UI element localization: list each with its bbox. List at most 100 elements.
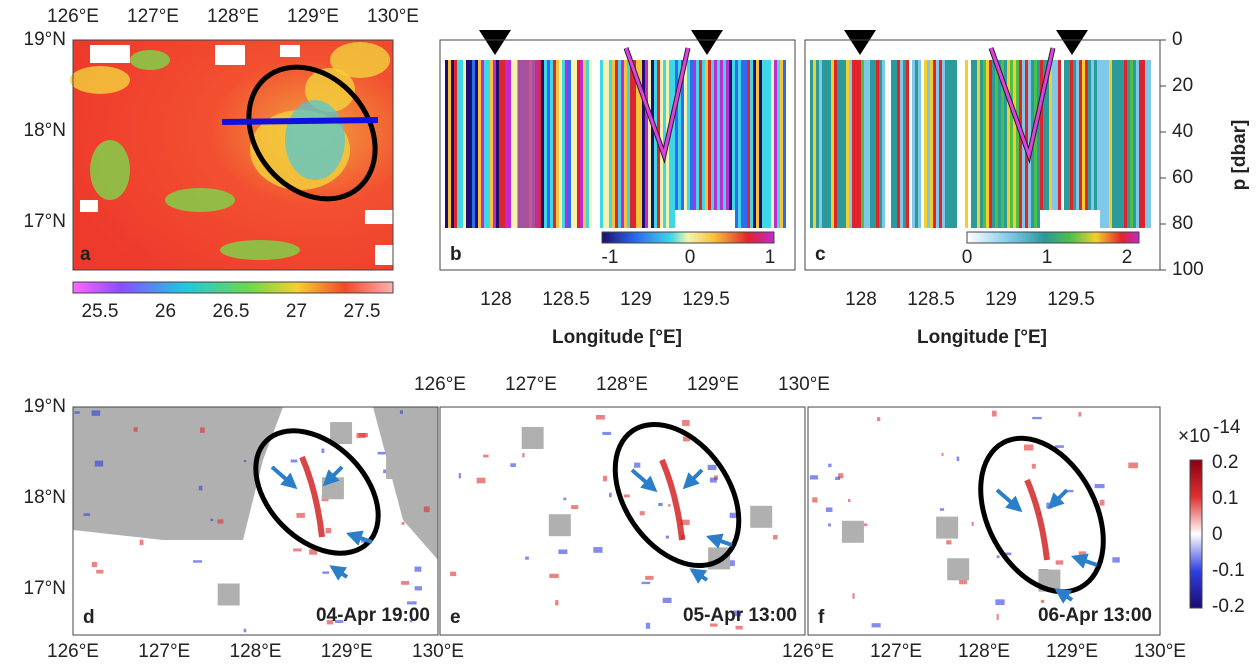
profile-stripe <box>1040 60 1043 228</box>
vorticity-speck <box>558 549 568 555</box>
profile-stripe <box>977 60 980 228</box>
y-tick-label: 17°N <box>24 578 66 599</box>
profile-stripe <box>1139 60 1142 228</box>
frame <box>72 406 439 636</box>
profile-stripe <box>897 60 900 228</box>
profile-stripe <box>819 60 822 228</box>
mask <box>675 210 735 230</box>
vorticity-speck <box>828 463 832 468</box>
profile-stripe <box>550 60 553 228</box>
profile-stripe <box>672 60 675 228</box>
profile-stripe <box>1043 60 1046 228</box>
colorbar-tick-label: 1 <box>1042 247 1053 268</box>
colorbar-tick-label: -0.1 <box>1212 560 1245 581</box>
vorticity-speck <box>409 620 413 623</box>
y-tick-label: 0 <box>1172 29 1183 50</box>
vorticity-speck <box>1099 499 1105 506</box>
profile-stripe <box>918 60 921 228</box>
profile-stripe <box>924 60 927 228</box>
profile-stripe <box>974 60 977 228</box>
profile-stripe <box>586 60 589 228</box>
panel-label: c <box>815 244 826 265</box>
vorticity-speck <box>406 601 417 605</box>
vorticity-speck <box>639 511 645 516</box>
x-tick-label: 127°E <box>138 641 190 662</box>
profile-stripe <box>1007 60 1010 228</box>
vorticity-speck <box>1023 444 1034 451</box>
profile-stripe <box>980 60 983 228</box>
vorticity-speck <box>293 548 302 552</box>
profile-stripe <box>1034 60 1037 228</box>
profile-stripe <box>490 60 493 228</box>
profile-stripe <box>609 60 612 228</box>
vorticity-speck <box>1031 463 1036 469</box>
arrow <box>345 530 373 546</box>
profile-stripe <box>571 60 574 228</box>
panel-label: a <box>80 244 91 265</box>
arrow <box>329 565 349 581</box>
vorticity-speck <box>956 456 960 462</box>
vorticity-speck <box>1112 557 1120 563</box>
cloud-mask <box>80 200 98 212</box>
colorbar-tick-label: 0 <box>1212 524 1223 545</box>
colorbar <box>601 231 775 244</box>
profile-stripe <box>669 60 672 228</box>
profile-stripe <box>481 60 484 228</box>
x-tick-label: 128 <box>845 289 877 310</box>
vorticity-speck <box>91 410 101 416</box>
profile-stripe <box>939 60 942 228</box>
y-tick-label: 19°N <box>24 396 66 417</box>
vorticity-speck <box>414 586 422 591</box>
profile-stripe <box>989 60 992 228</box>
land-mask <box>373 407 438 560</box>
profile-stripe <box>502 60 505 228</box>
vorticity-speck <box>326 620 334 625</box>
sst-core <box>285 100 345 180</box>
arrow <box>270 465 298 490</box>
vorticity-speck <box>1002 552 1012 556</box>
x-tick-label: 129°E <box>321 641 373 662</box>
vorticity-speck <box>377 451 386 455</box>
profile-stripe <box>624 60 627 228</box>
profile-stripe <box>612 60 615 228</box>
section-line <box>221 117 379 125</box>
profile-stripe <box>454 60 457 228</box>
profile-stripe <box>460 60 463 228</box>
colorbar-tick-label: 0.2 <box>1212 452 1238 473</box>
cloud-mask <box>365 210 393 224</box>
profile-stripe <box>912 60 915 228</box>
profile-stripe <box>487 60 490 228</box>
profile-stripe <box>933 60 936 228</box>
profile-stripe <box>457 60 460 228</box>
vorticity-speck <box>707 464 717 471</box>
vorticity-speck <box>665 535 670 539</box>
profile-stripe <box>651 60 654 228</box>
profile-stripe <box>756 60 759 228</box>
vorticity-speck <box>645 622 651 629</box>
profile-stripe <box>475 60 478 228</box>
colorbar-tick-label: 26.5 <box>213 301 250 322</box>
x-tick-label: 126°E <box>782 641 834 662</box>
profile-stripe <box>621 60 624 228</box>
profile-stripe <box>732 60 735 228</box>
profile-stripe <box>840 60 843 228</box>
x-tick-label: 129.5 <box>682 289 730 310</box>
profile-stripe <box>741 60 744 228</box>
vorticity-speck <box>525 556 529 560</box>
vorticity-speck <box>645 575 654 580</box>
vorticity-speck <box>1054 445 1064 448</box>
vorticity-speck <box>414 566 422 572</box>
y-tick-label: 20 <box>1172 75 1193 96</box>
arrow <box>1070 553 1098 569</box>
profile-stripe <box>630 60 633 228</box>
x-axis-label: Longitude [°E] <box>917 327 1047 348</box>
profile-stripe <box>744 60 747 228</box>
vorticity-speck <box>838 473 844 479</box>
vorticity-speck <box>94 460 104 467</box>
profile-stripe <box>777 60 780 228</box>
profile-stripe <box>606 60 609 228</box>
profile-stripe <box>834 60 837 228</box>
profile-stripe <box>1127 60 1130 228</box>
profile-stripe <box>478 60 481 228</box>
